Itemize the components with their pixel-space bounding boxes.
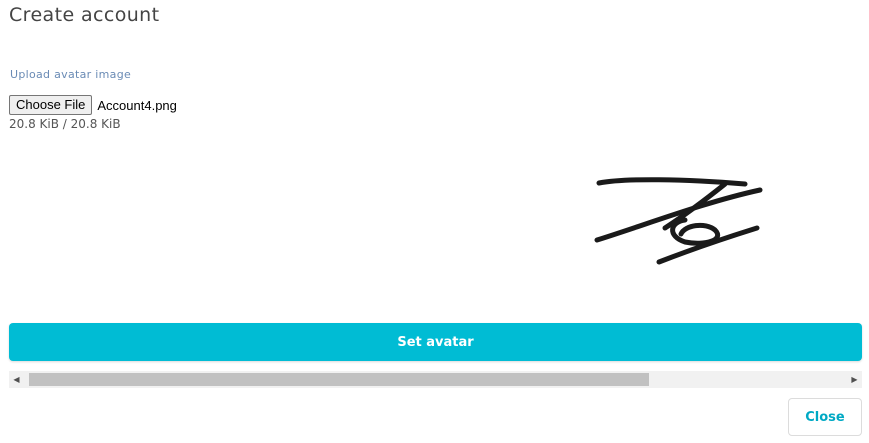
scroll-left-icon[interactable]: ◀ [13,375,20,384]
avatar-preview-image [594,177,763,265]
selected-file-name: Account4.png [97,97,177,113]
set-avatar-button[interactable]: Set avatar [9,323,862,361]
file-input-row: Choose File Account4.png [9,95,177,115]
upload-avatar-label: Upload avatar image [10,68,132,81]
choose-file-button[interactable]: Choose File [9,95,93,115]
upload-progress-text: 20.8 KiB / 20.8 KiB [9,117,121,131]
scroll-right-icon[interactable]: ▶ [851,375,858,384]
close-button[interactable]: Close [788,398,862,436]
horizontal-scrollbar[interactable]: ◀ ▶ [9,371,862,388]
dialog-title: Create account [9,4,160,26]
scrollbar-thumb[interactable] [29,373,649,386]
